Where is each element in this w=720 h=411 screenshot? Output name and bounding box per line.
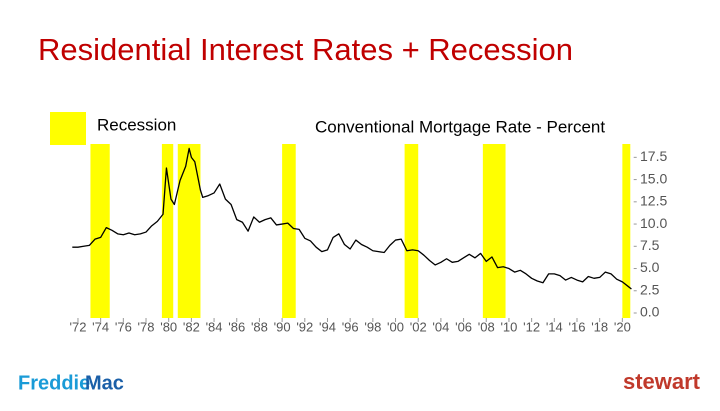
recession-band — [404, 144, 419, 318]
logo-part: Mac — [85, 372, 124, 394]
x-tick-label: '72 — [69, 319, 86, 334]
legend-swatch — [50, 112, 86, 145]
x-tick-label: '06 — [455, 319, 472, 334]
plot: 0.0 2.5 5.0 7.5 10.0 12.5 15.0 17.5 '72 '74 '76 '78… — [69, 144, 667, 334]
x-tick-label: '82 — [183, 319, 200, 334]
x-tick-label: '02 — [410, 319, 427, 334]
x-tick-label: '80 — [160, 319, 177, 334]
x-tick-label: '94 — [319, 319, 336, 334]
x-tick-label: '14 — [546, 319, 563, 334]
recession-band — [282, 144, 296, 318]
x-tick-label: '08 — [478, 319, 495, 334]
x-tick-label: '86 — [228, 319, 245, 334]
x-tick-label: '88 — [251, 319, 268, 334]
x-tick-label: '76 — [115, 319, 132, 334]
x-tick-label: '18 — [591, 319, 608, 334]
x-tick-label: '12 — [523, 319, 540, 334]
y-tick-label: 10.0 — [640, 215, 667, 231]
x-tick-label: '98 — [364, 319, 381, 334]
x-tick-label: '74 — [92, 319, 109, 334]
x-tick-label: '90 — [274, 319, 291, 334]
x-tick-label: '92 — [296, 319, 313, 334]
x-tick-label: '00 — [387, 319, 404, 334]
logo: stewart — [623, 369, 701, 394]
y-tick-label: 2.5 — [640, 281, 660, 297]
logo-part: Freddie — [18, 372, 90, 394]
x-tick-label: '78 — [138, 319, 155, 334]
y-tick-label: 0.0 — [640, 304, 660, 320]
x-tick-label: '96 — [342, 319, 359, 334]
recession-band — [177, 144, 201, 318]
x-tick-label: '16 — [569, 319, 586, 334]
slide-title: Residential Interest Rates + Recession — [38, 32, 573, 67]
y-tick-label: 5.0 — [640, 259, 660, 275]
x-tick-label: '84 — [206, 319, 223, 334]
legend-label: Recession — [97, 115, 176, 134]
recession-band — [90, 144, 110, 318]
y-tick-label: 15.0 — [640, 170, 667, 186]
recession-band — [161, 144, 174, 318]
y-tick-label: 7.5 — [640, 237, 660, 253]
y-tick-label: 12.5 — [640, 193, 667, 209]
x-tick-label: '04 — [432, 319, 449, 334]
x-tick-label: '20 — [614, 319, 631, 334]
rate-line — [72, 147, 632, 290]
x-tick-label: '10 — [500, 319, 517, 334]
recession-band — [622, 144, 631, 318]
y-tick-label: 17.5 — [640, 148, 667, 164]
recession-band — [482, 144, 506, 318]
y-axis-label: Conventional Mortgage Rate - Percent — [315, 117, 605, 136]
